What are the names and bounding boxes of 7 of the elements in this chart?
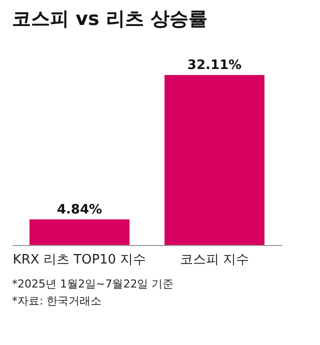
text: *자료: 한국거래소: [12, 294, 102, 308]
data-label: 4.84%: [56, 202, 102, 218]
chart-title: 코스피 vs 리츠 상승률: [12, 8, 208, 30]
x-tick-label: 코스피 지수: [180, 252, 250, 268]
data-label: 32.11%: [187, 58, 242, 73]
text: *2025년 1월2일~7월22일 기준: [12, 278, 174, 290]
x-tick-label: KRX 리츠 TOP10 지수: [12, 252, 146, 268]
